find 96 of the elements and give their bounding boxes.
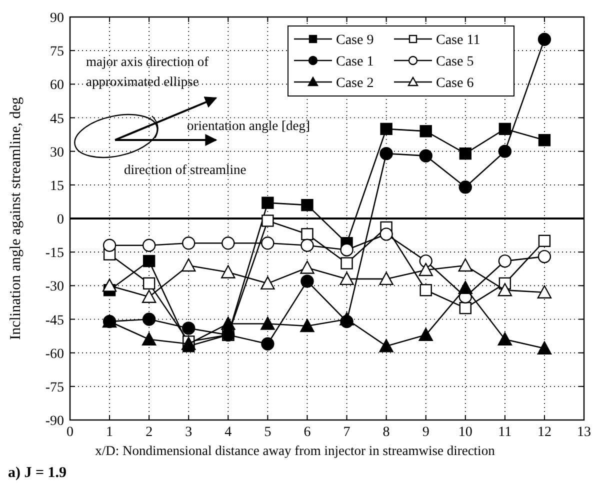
y-tick-label: -15	[45, 246, 64, 262]
point	[301, 228, 314, 240]
point	[221, 316, 236, 330]
y-tick-label: -75	[45, 380, 64, 396]
point	[379, 272, 394, 286]
point	[300, 274, 314, 288]
point	[221, 265, 236, 278]
point	[182, 322, 196, 335]
annotation: major axis direction of approximated ellipse	[86, 54, 210, 89]
point	[538, 234, 551, 247]
x-tick-label: 8	[382, 425, 390, 440]
x-tick-label: 2	[146, 425, 153, 440]
y-tick-label: -60	[45, 346, 64, 362]
x-tick-label: 10	[458, 425, 472, 440]
point	[340, 243, 354, 256]
point	[300, 318, 314, 332]
point	[419, 149, 432, 162]
point	[419, 254, 432, 268]
point	[537, 341, 552, 354]
point	[498, 332, 512, 346]
point	[262, 214, 274, 227]
point	[142, 332, 156, 346]
y-tick-label: 75	[50, 44, 64, 60]
point	[538, 250, 552, 264]
y-tick-label: -30	[45, 280, 64, 295]
x-tick-label: 5	[264, 425, 272, 440]
annotation: orientation angle [deg]	[187, 118, 310, 133]
y-tick-label: 15	[50, 178, 64, 194]
point	[459, 302, 472, 314]
point	[340, 312, 354, 326]
point	[380, 228, 393, 241]
point	[261, 236, 274, 250]
x-tick-label: 1	[106, 425, 114, 440]
x-tick-label: 0	[66, 425, 74, 440]
point	[420, 125, 432, 138]
point	[300, 238, 314, 252]
y-tick-label: -45	[45, 313, 64, 328]
x-tick-label: 6	[304, 425, 311, 440]
point	[260, 276, 275, 290]
point	[379, 339, 394, 352]
point	[182, 258, 196, 272]
point	[420, 284, 432, 296]
point	[458, 280, 472, 294]
point	[142, 254, 156, 268]
point	[340, 257, 353, 270]
legend-label: Case 9	[336, 33, 374, 48]
point	[300, 260, 314, 274]
annotation: direction of streamline	[124, 162, 246, 177]
legend-label: Case 6	[436, 76, 474, 91]
point	[538, 32, 552, 46]
point	[182, 236, 196, 250]
x-tick-label: 3	[185, 425, 192, 440]
point	[538, 134, 551, 146]
point	[537, 285, 552, 298]
point	[459, 147, 472, 160]
point	[102, 278, 117, 292]
point	[301, 198, 314, 212]
point	[498, 144, 512, 158]
point	[458, 180, 472, 194]
point	[142, 312, 156, 326]
text: a) J = 1.9	[8, 465, 67, 481]
point	[222, 236, 235, 250]
point	[142, 277, 156, 290]
point	[418, 262, 433, 276]
x-tick-label: 12	[537, 425, 552, 440]
legend-label: Case 2	[336, 76, 374, 91]
legend-label: Case 1	[336, 54, 374, 70]
y-tick-label: -90	[45, 414, 64, 429]
y-tick-label: 90	[50, 11, 64, 26]
point	[498, 283, 512, 296]
x-tick-label: 9	[422, 425, 430, 440]
point	[380, 146, 393, 160]
point	[380, 122, 392, 136]
x-tick-label: 13	[577, 425, 591, 440]
x-tick-label: 7	[343, 425, 350, 440]
legend-label: Case 5	[436, 54, 474, 70]
point	[261, 337, 274, 350]
y-tick-label: 60	[50, 78, 64, 94]
point	[262, 196, 274, 209]
x-tick-label: 11	[498, 425, 512, 440]
y-tick-label: 45	[50, 112, 64, 127]
x-tick-label: 4	[224, 425, 232, 440]
point	[102, 238, 116, 252]
point	[340, 272, 354, 286]
point	[498, 122, 512, 136]
point	[260, 316, 275, 330]
y-tick-label: 0	[57, 212, 64, 228]
y-tick-label: 30	[50, 145, 64, 160]
point	[498, 254, 512, 268]
x-axis-title: x/D: Nondimensional distance away from injector in streamwise direction	[95, 443, 496, 458]
point	[418, 328, 433, 342]
y-axis-title: Inclination angle against streamline, deg	[8, 96, 24, 340]
point	[142, 238, 156, 252]
legend-label: Case 11	[436, 33, 480, 48]
point	[142, 290, 156, 303]
point	[458, 258, 472, 272]
